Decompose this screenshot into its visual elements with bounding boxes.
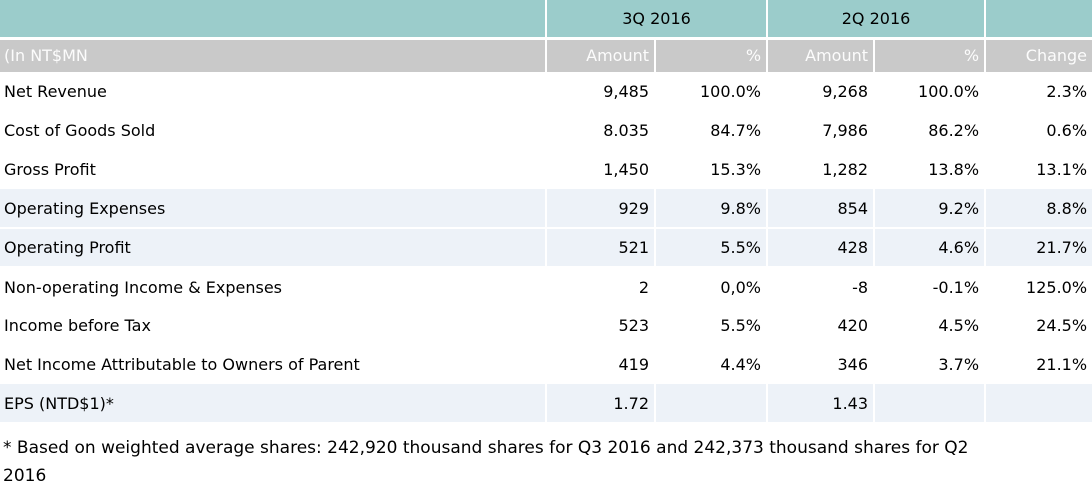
table-row-operating-expenses: Operating Expenses 929 9.8% 854 9.2% 8.8… [0,189,1092,229]
table-row-income-before-tax: Income before Tax 523 5.5% 420 4.5% 24.5… [0,306,1092,345]
quarter-header-q3: 3Q 2016 [546,0,769,40]
q3-amount-cell: 419 [546,345,656,384]
q2-pct-cell: 3.7% [874,345,987,384]
q2-amount-cell: 7,986 [767,111,876,150]
change-cell: 13.1% [985,150,1092,189]
table-row-eps: EPS (NTD$1)* 1.72 1.43 [0,384,1092,424]
q2-amount-cell: 428 [767,228,876,268]
row-label: Net Income Attributable to Owners of Par… [0,345,547,384]
row-label: Income before Tax [0,306,547,345]
q2-pct-cell: 86.2% [874,111,987,150]
table-row-cogs: Cost of Goods Sold 8.035 84.7% 7,986 86.… [0,111,1092,150]
q3-amount-cell: 2 [546,267,656,306]
q2-amount-cell: 9,268 [767,72,876,111]
q2-pct-cell: 4.6% [874,228,987,268]
footnote: * Based on weighted average shares: 242,… [0,424,1092,490]
footnote-line-2: 2016 [3,466,47,486]
row-label: Non-operating Income & Expenses [0,267,547,306]
row-label: Gross Profit [0,150,547,189]
col-header-change: Change [985,38,1092,72]
q3-amount-cell: 8.035 [546,111,656,150]
q2-amount-cell: 1,282 [767,150,876,189]
quarter-header-row: 3Q 2016 2Q 2016 [0,0,1092,40]
q3-pct-cell: 9.8% [655,189,769,229]
change-cell: 21.1% [985,345,1092,384]
q2-pct-cell: 9.2% [874,189,987,229]
q2-pct-cell: 4.5% [874,306,987,345]
q3-pct-cell: 4.4% [655,345,769,384]
q3-amount-cell: 1.72 [546,384,656,424]
col-header-q2-pct: % [874,38,987,72]
q3-amount-cell: 523 [546,306,656,345]
table-row-non-operating: Non-operating Income & Expenses 2 0,0% -… [0,267,1092,306]
change-cell: 8.8% [985,189,1092,229]
q2-amount-cell: 346 [767,345,876,384]
q2-pct-cell: -0.1% [874,267,987,306]
q3-pct-cell: 100.0% [655,72,769,111]
change-cell [985,384,1092,424]
col-header-q3-amount: Amount [546,38,656,72]
q3-amount-cell: 929 [546,189,656,229]
q3-pct-cell: 5.5% [655,228,769,268]
change-cell: 21.7% [985,228,1092,268]
q3-pct-cell: 84.7% [655,111,769,150]
quarterly-results-table: 3Q 2016 2Q 2016 (In NT$MN Amount % Amoun… [0,0,1092,424]
q2-amount-cell: 854 [767,189,876,229]
q2-pct-cell [874,384,987,424]
table-row-operating-profit: Operating Profit 521 5.5% 428 4.6% 21.7% [0,228,1092,268]
unit-label: (In NT$MN [0,38,547,72]
q3-pct-cell: 15.3% [655,150,769,189]
q2-pct-cell: 13.8% [874,150,987,189]
q3-amount-cell: 1,450 [546,150,656,189]
row-label: EPS (NTD$1)* [0,384,547,424]
q3-amount-cell: 9,485 [546,72,656,111]
row-label: Operating Profit [0,228,547,268]
q2-pct-cell: 100.0% [874,72,987,111]
change-cell: 0.6% [985,111,1092,150]
q3-pct-cell [655,384,769,424]
table-row-net-revenue: Net Revenue 9,485 100.0% 9,268 100.0% 2.… [0,72,1092,111]
row-label: Net Revenue [0,72,547,111]
quarter-header-spacer [0,0,547,40]
q3-pct-cell: 5.5% [655,306,769,345]
col-header-q2-amount: Amount [767,38,876,72]
change-cell: 24.5% [985,306,1092,345]
table-row-gross-profit: Gross Profit 1,450 15.3% 1,282 13.8% 13.… [0,150,1092,189]
q2-amount-cell: 420 [767,306,876,345]
quarter-header-q2: 2Q 2016 [767,0,987,40]
change-cell: 2.3% [985,72,1092,111]
q2-amount-cell: 1.43 [767,384,876,424]
q3-amount-cell: 521 [546,228,656,268]
footnote-line-1: * Based on weighted average shares: 242,… [3,438,969,458]
q2-amount-cell: -8 [767,267,876,306]
quarter-header-change-spacer [985,0,1092,40]
row-label: Operating Expenses [0,189,547,229]
change-cell: 125.0% [985,267,1092,306]
row-label: Cost of Goods Sold [0,111,547,150]
table-row-net-income: Net Income Attributable to Owners of Par… [0,345,1092,384]
q3-pct-cell: 0,0% [655,267,769,306]
col-header-q3-pct: % [655,38,769,72]
column-header-row: (In NT$MN Amount % Amount % Change [0,38,1092,72]
